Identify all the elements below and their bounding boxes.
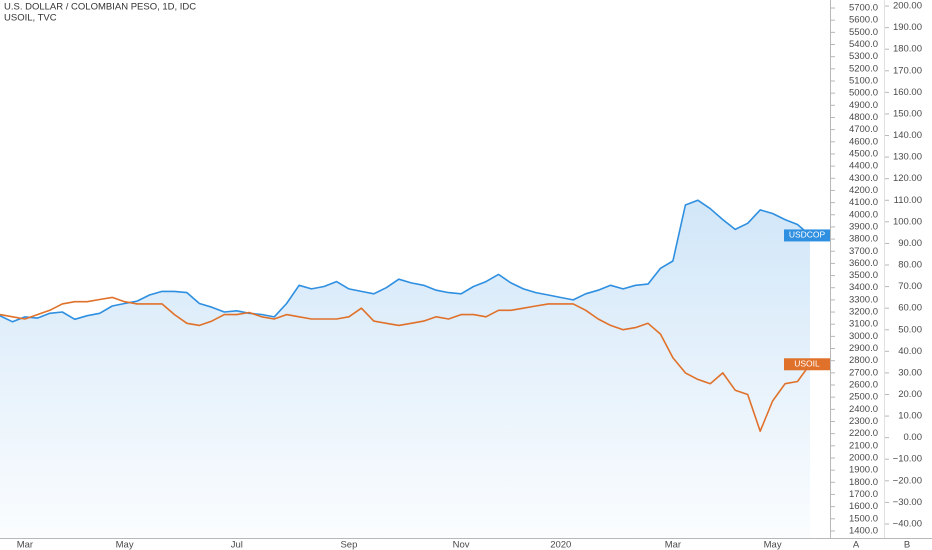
y-tick-label: 5100.0: [849, 76, 878, 87]
y-tick-label: 2100.0: [849, 440, 878, 451]
y-tick-label: 3000.0: [849, 331, 878, 342]
y-tick-label: 4100.0: [849, 197, 878, 208]
y2-tick-label: 140.00: [893, 130, 922, 141]
x-tick-label: May: [764, 540, 782, 550]
y2-tick-label: 90.00: [898, 238, 922, 249]
y2-tick-label: 110.00: [894, 195, 922, 206]
y-tick-label: 1600.0: [849, 501, 878, 512]
x-tick-label: Mar: [17, 540, 33, 550]
price-tag-label: USDCOP: [789, 230, 826, 240]
y-tick-label: 4500.0: [849, 148, 878, 159]
y2-tick-label: 10.00: [898, 411, 922, 422]
x-tick-label: Nov: [453, 540, 470, 550]
y-tick-label: 1900.0: [849, 465, 878, 476]
y2-tick-label: 120.00: [893, 173, 922, 184]
y-tick-label: 2200.0: [849, 428, 878, 439]
y2-tick-label: −20.00: [893, 475, 922, 486]
y2-tick-label: 190.00: [893, 22, 922, 33]
x-tick-label: May: [116, 540, 134, 550]
button[interactable]: B: [904, 540, 910, 550]
y2-tick-label: 170.00: [893, 65, 922, 76]
y-tick-label: 4300.0: [849, 173, 878, 184]
y2-tick-label: 50.00: [898, 324, 922, 335]
y-tick-label: 3900.0: [849, 221, 878, 232]
y-tick-label: 4200.0: [849, 185, 878, 196]
y2-tick-label: 20.00: [898, 389, 922, 400]
legend-text: USOIL, TVC: [4, 13, 57, 24]
y-tick-label: 5300.0: [849, 51, 878, 62]
y2-tick-label: 150.00: [893, 108, 922, 119]
y-tick-label: 3400.0: [849, 282, 878, 293]
y-tick-label: 2500.0: [849, 392, 878, 403]
y2-tick-label: 40.00: [898, 346, 922, 357]
y-tick-label: 5000.0: [849, 88, 878, 99]
y-tick-label: 2300.0: [849, 416, 878, 427]
y-tick-label: 1700.0: [849, 489, 878, 500]
y2-tick-label: 160.00: [893, 87, 922, 98]
y2-tick-label: 30.00: [898, 367, 922, 378]
price-tag-label: USOIL: [794, 359, 820, 369]
x-tick-label: 2020: [550, 540, 571, 550]
y-tick-label: 3700.0: [849, 246, 878, 257]
y2-tick-label: −30.00: [893, 497, 922, 508]
y-tick-label: 4900.0: [849, 100, 878, 111]
y-tick-label: 4400.0: [849, 161, 878, 172]
y-tick-label: 4700.0: [849, 124, 878, 135]
y2-tick-label: 70.00: [898, 281, 922, 292]
x-tick-label: Sep: [340, 540, 357, 550]
line: [0, 296, 811, 432]
area: [0, 200, 810, 538]
y2-tick-label: −40.00: [893, 518, 922, 529]
x-tick-label: Mar: [665, 540, 681, 550]
x-tick-label: Jul: [231, 540, 243, 550]
y-tick-label: 5600.0: [849, 15, 878, 26]
price-tag: [784, 358, 830, 371]
y2-tick-label: 180.00: [893, 44, 922, 55]
y-tick-label: 2000.0: [849, 452, 878, 463]
line: [0, 199, 811, 323]
y-tick-label: 1500.0: [849, 513, 878, 524]
y-tick-label: 2900.0: [849, 343, 878, 354]
y-tick-label: 2600.0: [849, 380, 878, 391]
y-tick-label: 2700.0: [849, 367, 878, 378]
y-tick-label: 2400.0: [849, 404, 878, 415]
y2-tick-label: 130.00: [893, 152, 922, 163]
y2-tick-label: −10.00: [893, 454, 922, 465]
price-tag: [784, 229, 830, 242]
y-tick-label: 3200.0: [849, 307, 878, 318]
y-tick-label: 1800.0: [849, 477, 878, 488]
button[interactable]: A: [853, 540, 860, 550]
y2-tick-label: 200.00: [893, 1, 922, 12]
y-tick-label: 3500.0: [849, 270, 878, 281]
y-tick-label: 2800.0: [849, 355, 878, 366]
y2-tick-label: 80.00: [898, 260, 922, 271]
y-tick-label: 4000.0: [849, 209, 878, 220]
y-tick-label: 4600.0: [849, 136, 878, 147]
y2-tick-label: 0.00: [904, 432, 923, 443]
y-tick-label: 5200.0: [849, 63, 878, 74]
y-tick-label: 3300.0: [849, 294, 878, 305]
legend-text: U.S. DOLLAR / COLOMBIAN PESO, 1D, IDC: [4, 2, 196, 13]
y-tick-label: 5700.0: [849, 3, 878, 14]
y2-tick-label: 60.00: [898, 303, 922, 314]
y2-tick-label: 100.00: [893, 216, 922, 227]
y-tick-label: 5500.0: [849, 27, 878, 38]
y-tick-label: 1400.0: [849, 525, 878, 536]
y-tick-label: 5400.0: [849, 39, 878, 50]
y-tick-label: 3800.0: [849, 234, 878, 245]
y-tick-label: 3100.0: [849, 319, 878, 330]
y-tick-label: 4800.0: [849, 112, 878, 123]
y-tick-label: 3600.0: [849, 258, 878, 269]
